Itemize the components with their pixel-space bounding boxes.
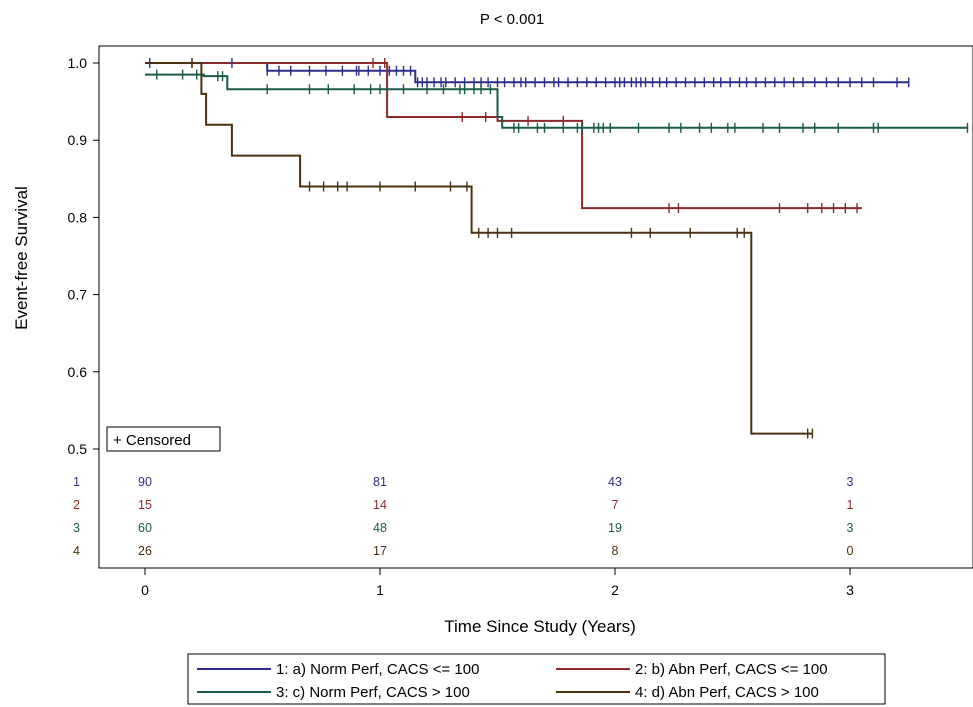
risk-value-2: 15: [138, 498, 152, 512]
risk-value-4: 0: [847, 544, 854, 558]
series-legend: 1: a) Norm Perf, CACS <= 100 2: b) Abn Pe…: [197, 661, 828, 701]
y-tick-label: 0.9: [68, 132, 88, 148]
y-axis-title: Event-free Survival: [12, 186, 31, 330]
chart-title: P < 0.001: [480, 11, 544, 28]
censored-legend-text: + Censored: [113, 432, 191, 449]
legend-label-2: 2: b) Abn Perf, CACS <= 100: [635, 661, 828, 678]
y-tick-label: 0.7: [68, 287, 88, 303]
survival-line-4: [145, 62, 813, 435]
y-tick-label: 1.0: [68, 55, 88, 71]
plot-frame: [98, 45, 973, 569]
legend-label-1: 1: a) Norm Perf, CACS <= 100: [276, 661, 479, 678]
risk-value-1: 81: [373, 475, 387, 489]
risk-row-label-1: 1: [73, 475, 80, 489]
risk-value-1: 90: [138, 475, 152, 489]
risk-value-1: 43: [608, 475, 622, 489]
risk-value-2: 7: [612, 498, 619, 512]
risk-value-4: 26: [138, 544, 152, 558]
survival-line-3: [145, 73, 968, 129]
legend-label-3: 3: c) Norm Perf, CACS > 100: [276, 684, 470, 701]
risk-row-label-2: 2: [73, 498, 80, 512]
censored-legend-box: [106, 426, 221, 452]
x-tick-label: 3: [846, 582, 854, 598]
risk-value-3: 60: [138, 521, 152, 535]
x-tick-label: 1: [376, 582, 384, 598]
risk-value-2: 1: [847, 498, 854, 512]
censored-legend: + Censored: [106, 426, 221, 452]
risk-value-3: 19: [608, 521, 622, 535]
survival-line-2: [145, 62, 862, 210]
risk-value-3: 3: [847, 521, 854, 535]
x-tick-label: 0: [141, 582, 149, 598]
risk-value-3: 48: [373, 521, 387, 535]
risk-value-4: 8: [612, 544, 619, 558]
x-axis-title: Time Since Study (Years): [444, 617, 635, 636]
risk-value-2: 14: [373, 498, 387, 512]
number-at-risk-table: 1 90 81 43 3 2 15 14 7 1 3 60 48 19 3 4 26 17 8 0: [73, 475, 853, 558]
y-tick-label: 0.6: [68, 364, 88, 380]
x-axis: 0 1 2 3: [141, 568, 854, 598]
risk-value-1: 3: [847, 475, 854, 489]
censor-marks: [148, 58, 969, 439]
risk-row-label-3: 3: [73, 521, 80, 535]
series-legend-box: [187, 653, 886, 705]
y-axis: 0.5 0.6 0.7 0.8 0.9 1.0: [68, 55, 99, 457]
risk-row-label-4: 4: [73, 544, 80, 558]
x-tick-label: 2: [611, 582, 619, 598]
y-tick-label: 0.8: [68, 209, 88, 225]
legend-label-4: 4: d) Abn Perf, CACS > 100: [635, 684, 819, 701]
y-tick-label: 0.5: [68, 441, 88, 457]
survival-curves: [145, 62, 968, 435]
risk-value-4: 17: [373, 544, 387, 558]
